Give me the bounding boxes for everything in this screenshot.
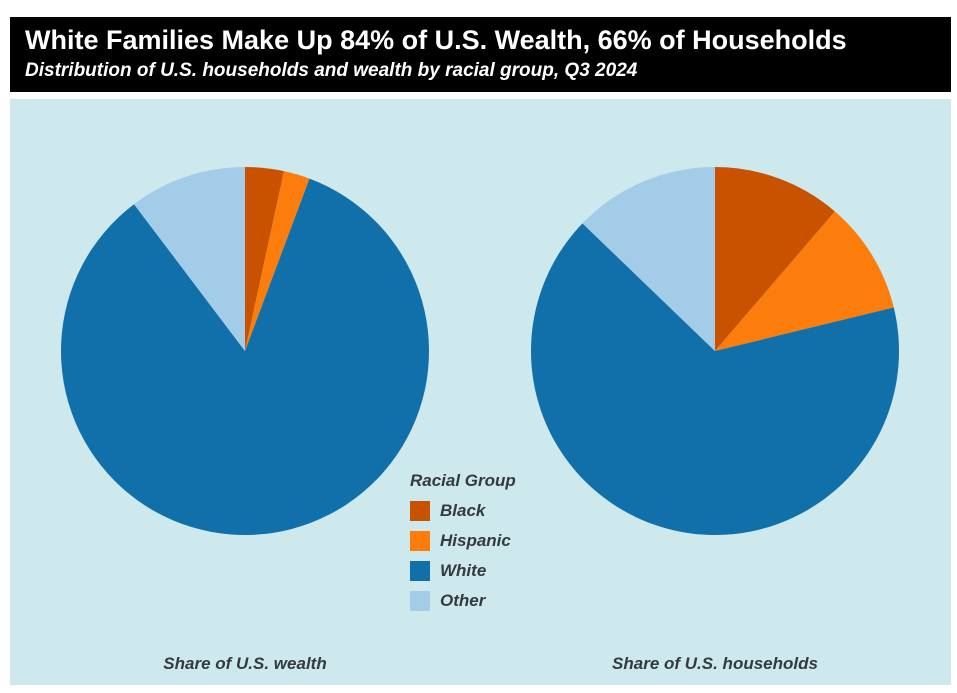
wealth-pie-slice-other: [134, 167, 245, 351]
chart-header: White Families Make Up 84% of U.S. Wealt…: [10, 17, 951, 92]
wealth-pie-slice-white: [61, 178, 430, 535]
households-pie-slice-white: [531, 223, 900, 535]
legend-entry-hispanic: Hispanic: [410, 531, 580, 551]
wealth-pie-caption: Share of U.S. wealth: [163, 654, 327, 673]
wealth-pie-slice-black: [245, 167, 285, 351]
legend-label-black: Black: [440, 501, 486, 520]
households-pie-slice-black: [715, 167, 835, 351]
households-pie-slice-other: [582, 167, 715, 351]
legend-label-other: Other: [440, 591, 486, 610]
wealth-pie-slice-hispanic: [245, 171, 310, 351]
households-pie-slice-hispanic: [715, 211, 894, 351]
plot-area: Racial Group Black Hispanic White Other …: [10, 99, 951, 685]
legend-swatch-other: [410, 591, 430, 611]
pie-charts-svg: [61, 167, 900, 535]
legend-entry-white: White: [410, 561, 580, 581]
legend-entry-black: Black: [410, 501, 580, 521]
legend-label-white: White: [440, 561, 487, 580]
legend-swatch-black: [410, 501, 430, 521]
chart-title: White Families Make Up 84% of U.S. Wealt…: [25, 25, 847, 55]
legend-title: Racial Group: [410, 471, 516, 490]
legend: Racial Group Black Hispanic White Other: [410, 471, 580, 621]
households-pie-caption: Share of U.S. households: [612, 654, 818, 673]
chart-subtitle: Distribution of U.S. households and weal…: [25, 60, 638, 81]
legend-label-hispanic: Hispanic: [440, 531, 511, 550]
legend-swatch-hispanic: [410, 531, 430, 551]
legend-swatch-white: [410, 561, 430, 581]
legend-entry-other: Other: [410, 591, 580, 611]
